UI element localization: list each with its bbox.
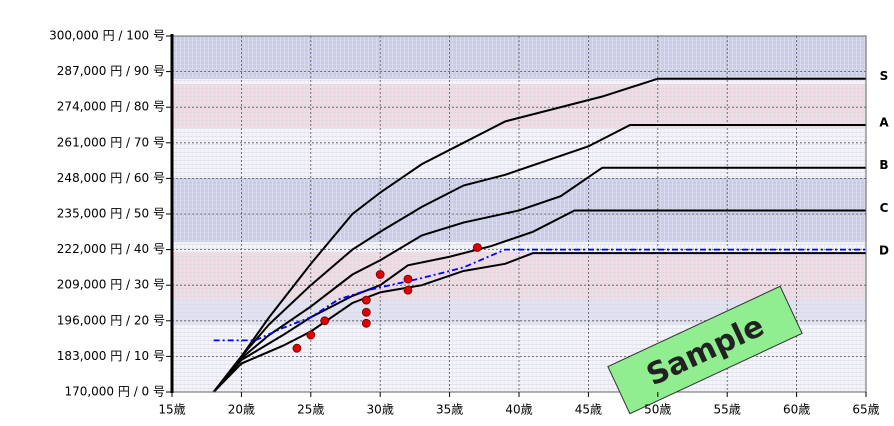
x-tick-label: 40歳 <box>505 403 532 417</box>
series-end-label: C <box>880 201 889 215</box>
series-line <box>212 209 866 393</box>
y-tick-label: 235,000 円 / 50 号 <box>57 207 165 221</box>
data-point <box>320 316 330 326</box>
data-point <box>472 243 482 252</box>
data-point <box>375 270 385 279</box>
series-end-label: D <box>879 244 889 258</box>
series-end-label: A <box>879 116 889 130</box>
x-tick-label: 50歳 <box>644 403 671 417</box>
series-line <box>212 252 866 393</box>
x-tick-label: 35歳 <box>436 403 463 417</box>
data-point <box>361 295 371 305</box>
data-point <box>361 318 371 328</box>
data-point <box>292 343 302 353</box>
x-tick-label: 55歳 <box>714 403 741 417</box>
y-tick-label: 183,000 円 / 10 号 <box>57 349 165 363</box>
series-end-label: S <box>880 69 889 83</box>
y-tick-label: 261,000 円 / 70 号 <box>57 135 165 149</box>
series-line <box>212 77 866 393</box>
y-tick-label: 274,000 円 / 80 号 <box>57 100 165 114</box>
x-tick-label: 30歳 <box>367 403 394 417</box>
x-tick-label: 20歳 <box>228 403 255 417</box>
x-tick-label: 25歳 <box>297 403 324 417</box>
y-tick-label: 300,000 円 / 100 号 <box>49 29 165 43</box>
data-point <box>403 285 413 295</box>
data-point <box>403 274 413 284</box>
series-line <box>212 166 866 393</box>
series-line <box>212 124 866 393</box>
plot-layer <box>171 35 867 393</box>
y-tick-label: 170,000 円 / 0 号 <box>64 385 165 399</box>
x-tick-label: 45歳 <box>575 403 602 417</box>
y-tick-label: 222,000 円 / 40 号 <box>57 242 165 256</box>
y-tick-label: 196,000 円 / 20 号 <box>57 313 165 327</box>
series-end-label: B <box>879 158 888 172</box>
sticker-box <box>607 285 803 415</box>
data-point <box>306 330 316 340</box>
data-point <box>361 307 371 317</box>
x-tick-label: 60歳 <box>783 403 810 417</box>
x-tick-label: 15歳 <box>158 403 185 417</box>
series-line <box>213 248 866 342</box>
y-tick-label: 248,000 円 / 60 号 <box>57 171 165 185</box>
y-tick-label: 209,000 円 / 30 号 <box>57 278 165 292</box>
y-tick-label: 287,000 円 / 90 号 <box>57 64 165 78</box>
x-tick-label: 65歳 <box>852 403 879 417</box>
